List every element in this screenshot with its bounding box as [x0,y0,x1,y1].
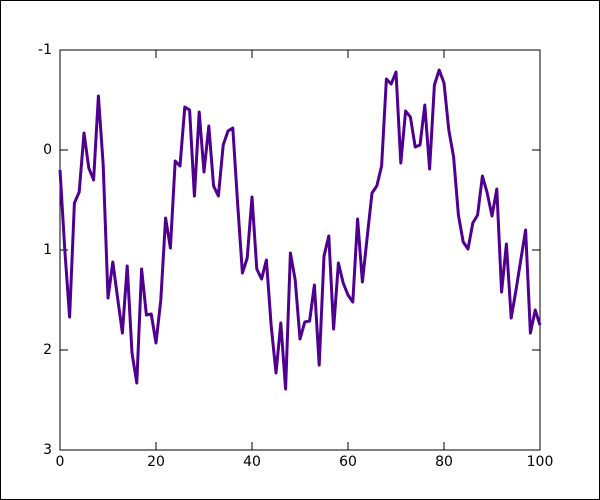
x-tick-label: 100 [527,454,554,470]
y-tick-label: 0 [43,142,52,158]
y-tick-label: -1 [38,42,52,58]
x-tick-label: 0 [56,454,65,470]
x-tick-label: 20 [147,454,165,470]
x-tick-label: 40 [243,454,261,470]
data-line [58,68,542,391]
x-tick-label: 60 [339,454,357,470]
x-tick-label: 80 [435,454,453,470]
y-tick-label: 2 [43,342,52,358]
y-tick-label: 1 [43,242,52,258]
y-tick-label: 3 [43,442,52,458]
